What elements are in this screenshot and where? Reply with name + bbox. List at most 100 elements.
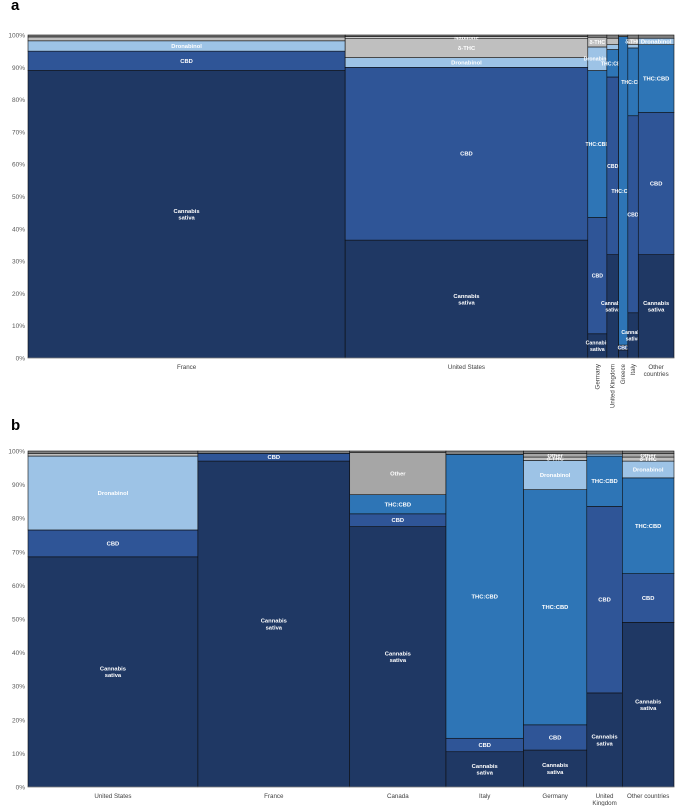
segment-dronabinol (586, 453, 623, 457)
category-label: France (264, 793, 284, 800)
segment-label: Dronabinol (540, 473, 571, 479)
segment-cbd (637, 112, 675, 255)
segment-cbd (622, 573, 675, 623)
y-tick-label: 30% (12, 684, 25, 691)
segment-label: THC:CBD (542, 605, 568, 611)
y-tick-label: 20% (12, 717, 25, 724)
category-label: Italy (479, 793, 491, 800)
segment-label: Dronabinol (451, 60, 482, 66)
y-tick-label: 90% (12, 65, 25, 72)
y-tick-label: 20% (12, 291, 25, 298)
segment-label: THC:CBD (586, 142, 610, 148)
segment-cannabis-sativa (344, 239, 589, 359)
segment-label: δ-THC (625, 39, 641, 45)
column-italy: Cannabis sativa CBD THC:CBD (445, 450, 524, 788)
column-united-states: Cannabis sativa CBD Dronabinol δ-THC Nabilone (344, 34, 589, 359)
category-label: United Kingdom (610, 364, 617, 408)
segment-cap (523, 450, 588, 454)
segment-label: CBD (650, 182, 663, 188)
segment-label: CBD (598, 598, 611, 604)
category-label: Greece (620, 363, 627, 384)
segment-label: δ-THC (590, 40, 606, 46)
segment-label: Cannabis sativa (601, 301, 624, 314)
segment-cap (349, 450, 447, 453)
category-label: United States (448, 364, 485, 371)
category-label: Other countries (644, 364, 669, 378)
segment-label: THC:CBD (621, 80, 645, 86)
y-tick-label: 70% (12, 549, 25, 556)
segment-label: Cannabis sativa (592, 735, 618, 748)
segment-label: CBD (618, 346, 629, 352)
segment-label: THC:CBD (591, 479, 617, 485)
segment-delta-thc (27, 453, 199, 457)
segment-label: CBD (268, 455, 281, 461)
segment-cap (27, 450, 199, 454)
y-tick-label: 0% (16, 785, 26, 792)
segment-thc-cbd (586, 455, 623, 507)
segment-label: CBD (180, 59, 193, 65)
segment-label: CBD (627, 212, 638, 218)
panel-letter-b: b (11, 417, 21, 434)
column-united-states: Cannabis sativa CBD Dronabinol (27, 450, 199, 788)
segment-cbd (523, 724, 588, 751)
segment-dronabinol (523, 460, 588, 490)
segment-label: Cannabis sativa (174, 209, 200, 222)
column-other-countries: Cannabis sativa CBD THC:CBD Dronabinol (637, 34, 675, 359)
column-germany: Cannabis sativa CBD THC:CBD Dronabinol δ-THC (584, 34, 612, 359)
y-tick-label: 0% (16, 356, 26, 363)
y-tick-label: 100% (8, 449, 25, 456)
segment-label: δ-THC (458, 46, 476, 52)
column-italy: Cannabis sativa CBD THC:CBD δ-THC (621, 34, 645, 359)
segment-cannabis-sativa (637, 254, 675, 359)
segment-label: Dronabinol (171, 44, 202, 50)
segment-cap (622, 450, 675, 454)
segment-label: CBD (642, 596, 655, 602)
segment-cap (445, 450, 524, 455)
column-france: Cannabis sativa CBD (197, 450, 351, 788)
y-tick-label: 50% (12, 194, 25, 201)
segment-cannabis-sativa (622, 622, 675, 788)
y-tick-label: 100% (8, 33, 25, 40)
category-label: Other countries (627, 793, 669, 800)
segment-cap (586, 450, 623, 455)
segment-label: Cannabis sativa (261, 619, 287, 632)
segment-label: Cannabis sativa (586, 341, 609, 354)
y-tick-label: 10% (12, 323, 25, 330)
y-tick-label: 40% (12, 226, 25, 233)
segment-label: Cannabis sativa (100, 667, 126, 680)
segment-label: Cannabis sativa (643, 301, 669, 314)
category-label: Italy (630, 363, 637, 375)
y-tick-label: 90% (12, 482, 25, 489)
segment-cannabis-sativa (27, 556, 199, 788)
segment-label: THC:CBD (643, 77, 669, 83)
y-tick-label: 10% (12, 751, 25, 758)
column-canada: Cannabis sativa CBD THC:CBD Other (349, 450, 447, 788)
y-tick-label: 70% (12, 129, 25, 136)
y-tick-label: 80% (12, 97, 25, 104)
segment-label: Cannabis sativa (472, 764, 498, 777)
segment-label: CBD (460, 152, 473, 158)
segment-label: Dronabinol (584, 57, 612, 63)
segment-cbd (27, 529, 199, 558)
segment-thc-cbd (622, 477, 675, 574)
segment-label: Cannabis sativa (385, 652, 411, 665)
segment-label: Cannabis sativa (621, 330, 644, 343)
segment-label: CBD (107, 541, 120, 547)
y-tick-label: 60% (12, 583, 25, 590)
y-tick-label: 60% (12, 162, 25, 169)
column-united-kingdom: Cannabis sativa CBD THC:CBD (586, 450, 623, 788)
segment-label: δ-THC (639, 457, 657, 463)
segment-cannabis-sativa (349, 526, 447, 788)
segment-thc-cbd (445, 454, 524, 739)
segment-thc-cbd (637, 44, 675, 113)
segment-label: CBD (392, 518, 405, 524)
category-label: United Kingdom (592, 793, 616, 806)
segment-label: Dronabinol (641, 39, 672, 45)
category-label: United States (94, 793, 131, 800)
y-tick-label: 30% (12, 259, 25, 266)
segment-label: CBD (478, 743, 491, 749)
segment-label: THC:CBD (472, 594, 498, 600)
segment-label: Nabilone (454, 35, 479, 41)
segment-label: THC:CBD (385, 502, 411, 508)
